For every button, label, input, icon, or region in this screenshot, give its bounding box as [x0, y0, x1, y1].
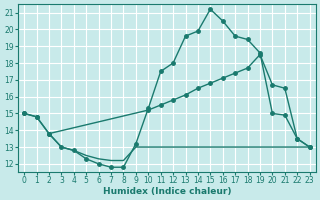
X-axis label: Humidex (Indice chaleur): Humidex (Indice chaleur)	[103, 187, 231, 196]
